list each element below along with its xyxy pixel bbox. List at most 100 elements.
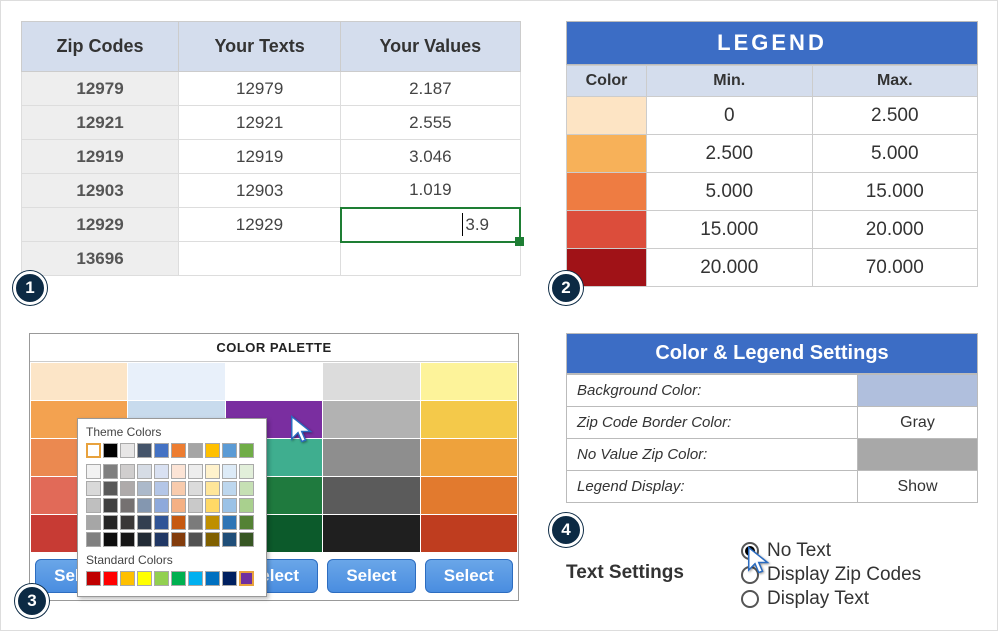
picker-swatch[interactable] — [239, 515, 254, 530]
color-picker-popup[interactable]: Theme Colors Standard Colors — [77, 418, 267, 597]
picker-swatch[interactable] — [86, 515, 101, 530]
value-cell[interactable]: 2.555 — [341, 106, 520, 140]
legend-min[interactable]: 20.000 — [647, 249, 813, 287]
picker-swatch[interactable] — [137, 464, 152, 479]
legend-min[interactable]: 0 — [647, 97, 813, 135]
picker-swatch[interactable] — [239, 481, 254, 496]
picker-swatch[interactable] — [137, 571, 152, 586]
palette-swatch[interactable] — [420, 401, 517, 439]
value-cell[interactable] — [341, 242, 520, 276]
text-cell[interactable]: 12921 — [179, 106, 341, 140]
picker-swatch[interactable] — [171, 443, 186, 458]
picker-swatch[interactable] — [239, 532, 254, 547]
zip-cell[interactable]: 12903 — [22, 174, 179, 208]
palette-swatch[interactable] — [323, 515, 420, 553]
picker-swatch[interactable] — [188, 515, 203, 530]
picker-swatch[interactable] — [205, 443, 220, 458]
picker-swatch[interactable] — [222, 481, 237, 496]
picker-swatch[interactable] — [137, 515, 152, 530]
picker-swatch[interactable] — [103, 571, 118, 586]
picker-swatch[interactable] — [137, 532, 152, 547]
value-cell[interactable]: 3.9 — [341, 208, 520, 242]
picker-swatch[interactable] — [154, 571, 169, 586]
picker-swatch[interactable] — [120, 571, 135, 586]
picker-swatch[interactable] — [154, 515, 169, 530]
palette-swatch[interactable] — [225, 363, 322, 401]
palette-swatch[interactable] — [420, 439, 517, 477]
palette-swatch[interactable] — [323, 439, 420, 477]
picker-swatch[interactable] — [120, 532, 135, 547]
select-button[interactable]: Select — [327, 559, 415, 593]
picker-swatch[interactable] — [171, 481, 186, 496]
picker-swatch[interactable] — [86, 443, 101, 458]
text-cell[interactable]: 12979 — [179, 72, 341, 106]
zip-cell[interactable]: 12929 — [22, 208, 179, 242]
picker-swatch[interactable] — [137, 498, 152, 513]
picker-swatch[interactable] — [171, 571, 186, 586]
picker-swatch[interactable] — [205, 498, 220, 513]
picker-swatch[interactable] — [205, 532, 220, 547]
picker-swatch[interactable] — [222, 515, 237, 530]
picker-swatch[interactable] — [222, 443, 237, 458]
picker-swatch[interactable] — [103, 443, 118, 458]
picker-swatch[interactable] — [103, 464, 118, 479]
picker-swatch[interactable] — [188, 571, 203, 586]
legend-max[interactable]: 20.000 — [812, 211, 978, 249]
legend-max[interactable]: 2.500 — [812, 97, 978, 135]
zip-cell[interactable]: 13696 — [22, 242, 179, 276]
picker-swatch[interactable] — [205, 571, 220, 586]
legend-min[interactable]: 2.500 — [647, 135, 813, 173]
picker-swatch[interactable] — [86, 532, 101, 547]
picker-swatch[interactable] — [120, 481, 135, 496]
picker-swatch[interactable] — [188, 498, 203, 513]
picker-swatch[interactable] — [120, 498, 135, 513]
picker-swatch[interactable] — [103, 481, 118, 496]
picker-swatch[interactable] — [239, 571, 254, 586]
radio-option[interactable]: Display Zip Codes — [741, 564, 986, 586]
picker-swatch[interactable] — [188, 443, 203, 458]
picker-swatch[interactable] — [188, 532, 203, 547]
palette-swatch[interactable] — [420, 477, 517, 515]
text-cell[interactable]: 12929 — [179, 208, 341, 242]
zip-cell[interactable]: 12919 — [22, 140, 179, 174]
settings-value[interactable]: Show — [858, 471, 978, 503]
picker-swatch[interactable] — [86, 481, 101, 496]
picker-swatch[interactable] — [205, 464, 220, 479]
picker-swatch[interactable] — [137, 443, 152, 458]
picker-swatch[interactable] — [154, 481, 169, 496]
radio-option[interactable]: Display Text — [741, 588, 986, 610]
picker-swatch[interactable] — [154, 443, 169, 458]
picker-swatch[interactable] — [137, 481, 152, 496]
picker-swatch[interactable] — [154, 464, 169, 479]
zip-cell[interactable]: 12979 — [22, 72, 179, 106]
palette-swatch[interactable] — [420, 515, 517, 553]
fill-handle[interactable] — [515, 237, 524, 246]
picker-swatch[interactable] — [239, 464, 254, 479]
picker-swatch[interactable] — [103, 498, 118, 513]
settings-value[interactable] — [858, 439, 978, 471]
legend-min[interactable]: 15.000 — [647, 211, 813, 249]
picker-swatch[interactable] — [120, 443, 135, 458]
legend-max[interactable]: 70.000 — [812, 249, 978, 287]
picker-swatch[interactable] — [154, 532, 169, 547]
picker-swatch[interactable] — [171, 498, 186, 513]
picker-swatch[interactable] — [222, 532, 237, 547]
picker-swatch[interactable] — [222, 498, 237, 513]
picker-swatch[interactable] — [205, 481, 220, 496]
settings-value[interactable]: Gray — [858, 407, 978, 439]
palette-swatch[interactable] — [323, 477, 420, 515]
picker-swatch[interactable] — [171, 515, 186, 530]
radio-option[interactable]: No Text — [741, 540, 986, 562]
picker-swatch[interactable] — [239, 443, 254, 458]
settings-value[interactable] — [858, 375, 978, 407]
picker-swatch[interactable] — [154, 498, 169, 513]
text-cell[interactable]: 12919 — [179, 140, 341, 174]
palette-swatch[interactable] — [323, 363, 420, 401]
value-cell[interactable]: 3.046 — [341, 140, 520, 174]
palette-swatch[interactable] — [420, 363, 517, 401]
picker-swatch[interactable] — [222, 571, 237, 586]
picker-swatch[interactable] — [86, 571, 101, 586]
legend-max[interactable]: 15.000 — [812, 173, 978, 211]
picker-swatch[interactable] — [188, 464, 203, 479]
picker-swatch[interactable] — [188, 481, 203, 496]
